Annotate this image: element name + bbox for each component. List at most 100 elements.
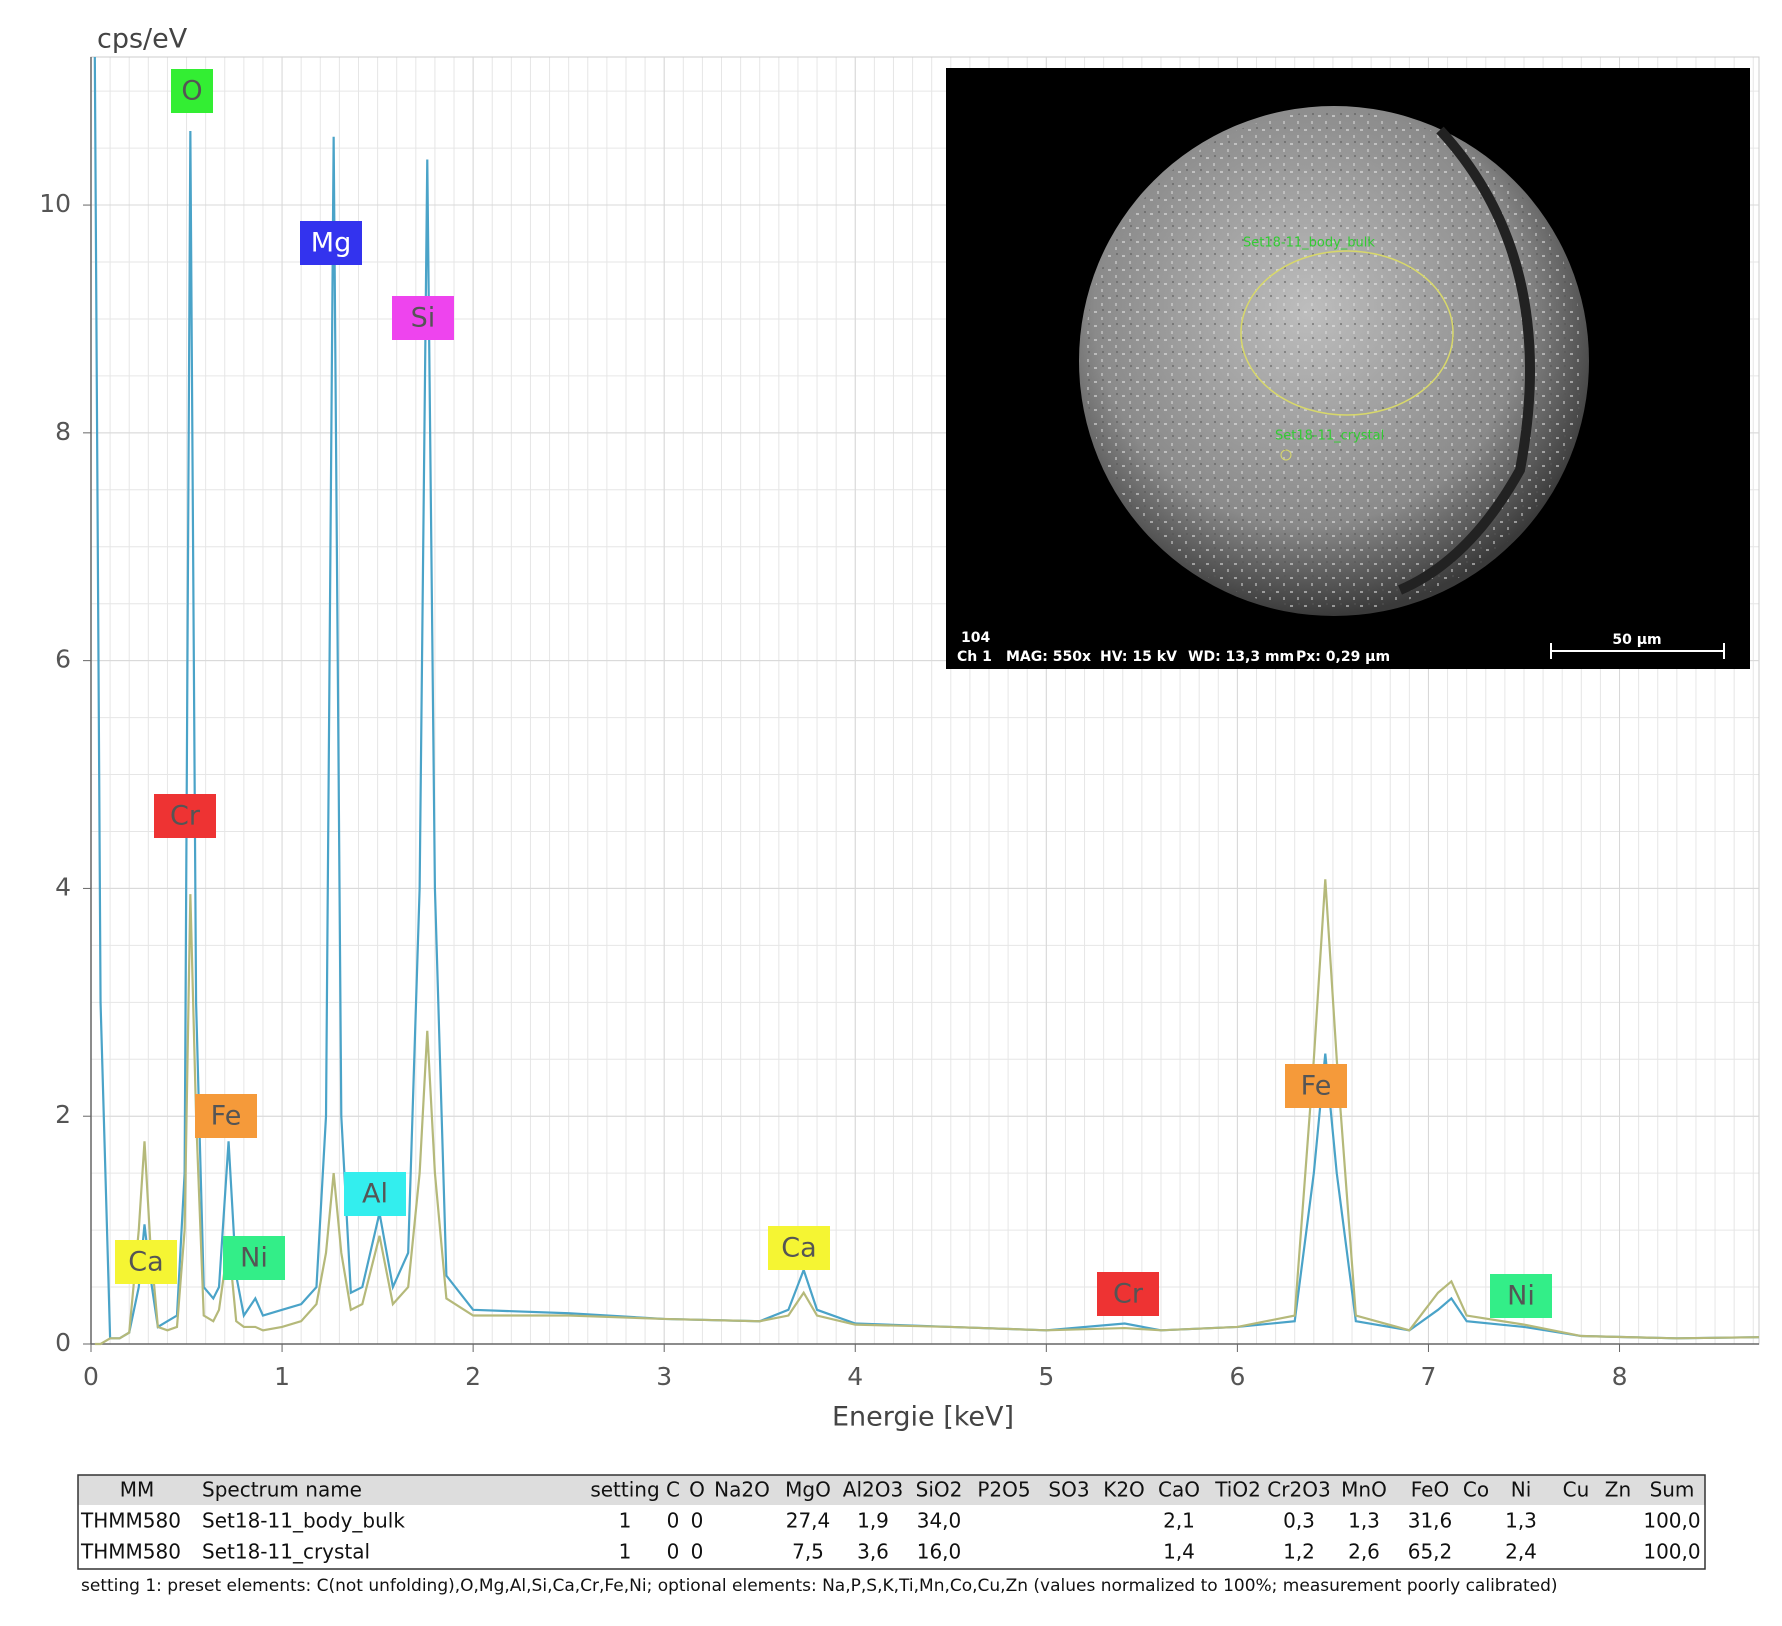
table-header: Cr2O3 [1267, 1478, 1330, 1502]
region-label: Set18-11_crystal [1275, 429, 1384, 444]
table-cell: 1,9 [857, 1509, 889, 1533]
table-header: CaO [1158, 1478, 1200, 1502]
table-cell: 0 [691, 1509, 704, 1533]
element-label: Fe [211, 1101, 242, 1132]
table-header: TiO2 [1214, 1478, 1261, 1502]
element-label-box [1285, 1064, 1347, 1108]
region-marker [1280, 449, 1292, 461]
table-cell: 31,6 [1408, 1509, 1453, 1533]
y-tick-label: 0 [55, 1328, 71, 1357]
table-header: P2O5 [977, 1478, 1030, 1502]
table: MM Spectrum name setting C O Na2O MgO Al2O3 SiO2… [77, 1474, 1706, 1570]
element-label-box [344, 1172, 406, 1216]
table-cell: 0,3 [1283, 1509, 1315, 1533]
image-info: 104 [961, 630, 990, 646]
y-tick-label: 2 [55, 1100, 71, 1129]
table-cell: 1 [619, 1509, 632, 1533]
table-cell: 27,4 [786, 1509, 831, 1533]
table-header: O [689, 1478, 705, 1502]
image-info: MAG: 550x [1006, 649, 1091, 665]
element-label: Ca [128, 1247, 163, 1278]
table-cell: 2,4 [1505, 1540, 1537, 1564]
table-header-background [78, 1475, 1705, 1505]
element-label: Al [362, 1179, 388, 1210]
y-tick-label: 6 [55, 645, 71, 674]
table-cell: 2,6 [1348, 1540, 1380, 1564]
table-header: Cu [1563, 1478, 1590, 1502]
table-header: SO3 [1048, 1478, 1089, 1502]
element-label-box [223, 1236, 285, 1280]
x-tick-label: 7 [1421, 1362, 1437, 1391]
y-axis-title: cps/eV [97, 24, 188, 55]
x-tick-label: 4 [847, 1362, 863, 1391]
element-label: Fe [1301, 1071, 1332, 1102]
particle-texture [1084, 111, 1584, 611]
plot: 0 2 4 6 8 10 0 1 2 3 4 5 6 7 8 cps/eV Energie [keV] O Mg Si… [39, 24, 1760, 1433]
table-header: setting [590, 1478, 659, 1502]
table-header: MgO [785, 1478, 831, 1502]
table-cell: Set18-11_crystal [202, 1540, 370, 1564]
spectrum-line [94, 879, 1760, 1346]
table-header: Spectrum name [202, 1478, 362, 1502]
scale-bar-label: 50 µm [1612, 632, 1661, 648]
element-label: Ni [1507, 1281, 1535, 1312]
region-label: Set18-11_body_bulk [1243, 236, 1375, 251]
table-cell: 1,3 [1505, 1509, 1537, 1533]
region-outline [1240, 250, 1454, 416]
table-cell: 16,0 [917, 1540, 962, 1564]
element-label: Mg [311, 228, 351, 259]
table-cell: 3,6 [857, 1540, 889, 1564]
x-tick-label: 6 [1229, 1362, 1245, 1391]
element-label-box [195, 1094, 257, 1138]
x-tick-label: 2 [465, 1362, 481, 1391]
table-header: C [666, 1478, 680, 1502]
x-tick-label: 1 [274, 1362, 290, 1391]
table-header: Ni [1511, 1478, 1532, 1502]
table-cell: 0 [691, 1540, 704, 1564]
table-header: Na2O [714, 1478, 770, 1502]
table-cell: 7,5 [792, 1540, 824, 1564]
table-cell: 1,4 [1163, 1540, 1195, 1564]
table-cell: 1,2 [1283, 1540, 1315, 1564]
table-header: MnO [1341, 1478, 1387, 1502]
table-header: MM [120, 1478, 155, 1502]
element-label-box [1097, 1272, 1159, 1316]
element-label: Cr [170, 801, 201, 832]
image-info: Ch 1 [957, 649, 992, 665]
image-info: Px: 0,29 µm [1296, 649, 1390, 665]
element-label-box [115, 1240, 177, 1284]
table-header: SiO2 [916, 1478, 963, 1502]
x-axis-title: Energie [keV] [832, 1402, 1014, 1433]
table-border [77, 1474, 1706, 1570]
table-header: Sum [1650, 1478, 1695, 1502]
table-cell: 65,2 [1408, 1540, 1453, 1564]
element-label-box [768, 1226, 830, 1270]
table-cell: 0 [667, 1540, 680, 1564]
footnote: setting 1: preset elements: C(not unfold… [81, 1576, 1558, 1596]
table-cell: 1 [619, 1540, 632, 1564]
table-cell: 0 [667, 1509, 680, 1533]
x-tick-label: 5 [1038, 1362, 1054, 1391]
element-label-box [171, 69, 213, 113]
element-label: Cr [1113, 1279, 1144, 1310]
table-header: Al2O3 [843, 1478, 903, 1502]
y-tick-label: 10 [39, 189, 71, 218]
table-cell: THMM580 [80, 1509, 181, 1533]
table-cell: THMM580 [80, 1540, 181, 1564]
element-label: Ni [240, 1243, 268, 1274]
image-info: WD: 13,3 mm [1188, 649, 1294, 665]
element-label-box [1490, 1274, 1552, 1318]
table-header: Zn [1605, 1478, 1631, 1502]
table-cell: 2,1 [1163, 1509, 1195, 1533]
y-tick-label: 8 [55, 417, 71, 446]
x-tick-label: 3 [656, 1362, 672, 1391]
element-label: O [181, 76, 202, 107]
y-tick-label: 4 [55, 872, 71, 901]
sem-image: Set18-11_body_bulk Set18-11_crystal 104 Ch … [946, 68, 1750, 669]
table-cell: 1,3 [1348, 1509, 1380, 1533]
table-cell: 100,0 [1643, 1509, 1700, 1533]
element-label: Ca [781, 1233, 816, 1264]
table-cell: 100,0 [1643, 1540, 1700, 1564]
image-info: HV: 15 kV [1100, 649, 1177, 665]
